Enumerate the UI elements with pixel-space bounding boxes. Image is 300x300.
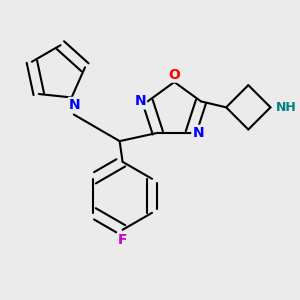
Text: N: N (134, 94, 146, 108)
Text: N: N (69, 98, 80, 112)
Text: O: O (168, 68, 180, 82)
Text: N: N (192, 126, 204, 140)
Text: F: F (118, 233, 127, 247)
Text: NH: NH (276, 101, 297, 114)
